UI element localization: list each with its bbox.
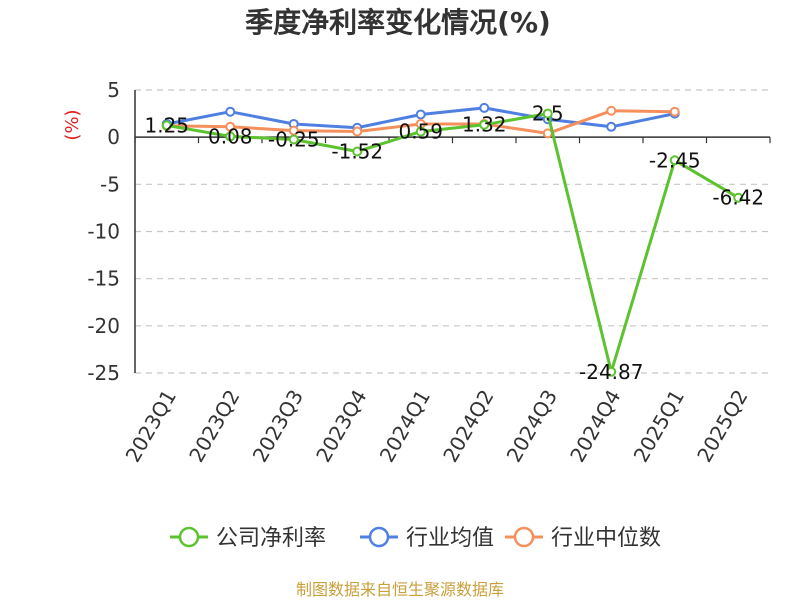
y-tick-label: 5 (107, 78, 120, 102)
data-point (606, 105, 617, 116)
x-tick-label: 2024Q3 (502, 386, 562, 467)
data-point (606, 121, 617, 132)
data-point (669, 106, 680, 117)
data-point (161, 120, 172, 131)
x-tick-label: 2023Q3 (248, 386, 308, 467)
x-tick-label: 2025Q1 (629, 386, 689, 467)
legend-label: 行业均值 (406, 526, 494, 551)
data-point (606, 366, 617, 377)
series (161, 102, 744, 377)
data-point (542, 108, 553, 119)
data-label: 0.08 (208, 124, 253, 148)
data-label: -2.45 (649, 148, 701, 172)
data-point (288, 134, 299, 145)
data-point (225, 131, 236, 142)
data-label: -24.87 (579, 360, 643, 384)
data-label: -0.25 (268, 128, 320, 152)
data-label: -6.42 (712, 186, 764, 210)
chart-title: 季度净利率变化情况(%) (245, 6, 551, 39)
series-line (166, 112, 740, 374)
x-tick-label: 2025Q2 (692, 386, 752, 467)
data-point (415, 109, 426, 120)
x-tick-label: 2024Q2 (438, 386, 498, 467)
data-point (479, 119, 490, 130)
y-tick-label: -20 (87, 314, 120, 338)
data-label: 2.5 (532, 102, 564, 126)
y-tick-label: -25 (87, 361, 120, 385)
legend-marker (178, 526, 200, 548)
data-point (352, 126, 363, 137)
legend-label: 行业中位数 (551, 526, 661, 551)
data-point (733, 192, 744, 203)
x-tick-label: 2024Q4 (565, 386, 625, 467)
source-note: 制图数据来自恒生聚源数据库 (296, 580, 504, 599)
legend-marker (368, 526, 390, 548)
data-point (352, 146, 363, 157)
legend: 公司净利率 行业均值 行业中位数 (170, 526, 661, 551)
data-label: 0.59 (398, 120, 443, 144)
y-tick-label: -5 (100, 172, 120, 196)
x-tick-label: 2023Q4 (311, 386, 371, 467)
legend-marker (513, 526, 535, 548)
y-axis-label: (%) (62, 109, 83, 140)
data-label: -1.52 (331, 140, 383, 164)
data-point (225, 121, 236, 132)
data-point (225, 106, 236, 117)
x-tick-label: 2024Q1 (375, 386, 435, 467)
data-point (479, 102, 490, 113)
y-tick-label: -15 (87, 267, 120, 291)
y-tick-label: -10 (87, 220, 120, 244)
data-labels: 1.25 0.08 -0.25 -1.52 0.59 1.32 2.5 -24.87 -2.45… (144, 102, 764, 384)
grid (135, 89, 770, 374)
data-label: 1.25 (144, 113, 189, 137)
legend-label: 公司净利率 (216, 526, 326, 551)
x-tick-label: 2023Q2 (184, 386, 244, 467)
data-label: 1.32 (462, 113, 507, 137)
y-tick-label: 0 (107, 125, 120, 149)
x-tick-label: 2023Q1 (121, 386, 181, 467)
data-point (415, 126, 426, 137)
data-point (669, 155, 680, 166)
